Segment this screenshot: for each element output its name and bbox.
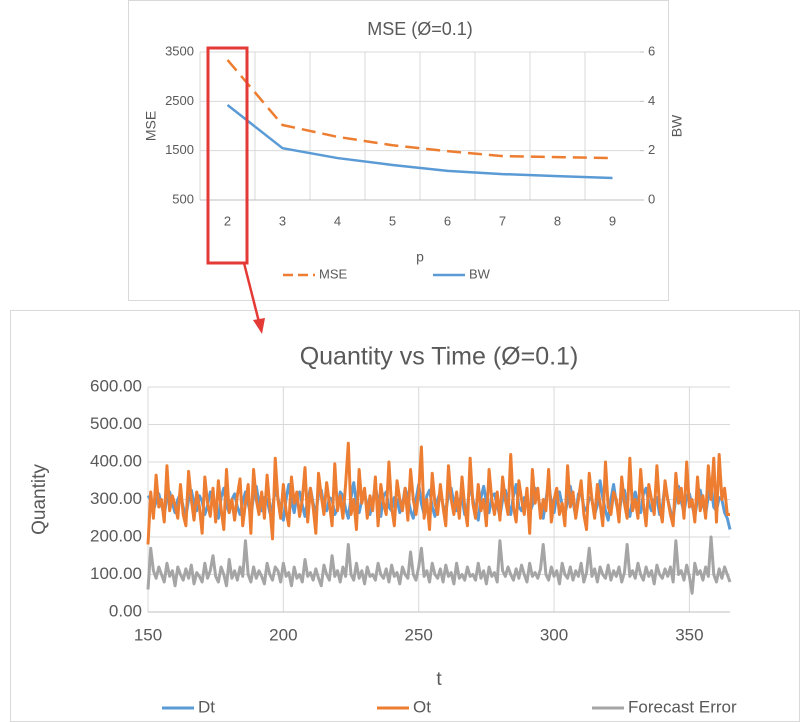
x-tick-label: 5: [389, 213, 396, 228]
x-axis-label: t: [436, 669, 442, 690]
y2-axis-label: BW: [669, 114, 685, 137]
arrow-head: [253, 318, 265, 334]
top-chart-frame: [128, 0, 669, 301]
y-tick-label: 500.00: [90, 414, 142, 433]
legend-label: Dt: [198, 697, 215, 716]
y-tick-label: 3500: [165, 43, 194, 58]
x-axis-label: p: [416, 249, 424, 265]
bottom-chart-frame: [10, 310, 800, 722]
x-tick-label: 2: [224, 213, 231, 228]
highlight-box: [206, 46, 249, 265]
x-tick-label: 7: [499, 213, 506, 228]
x-tick-label: 350: [675, 625, 703, 644]
y2-tick-label: 0: [648, 191, 655, 206]
y-axis-label: Quantity: [29, 464, 50, 535]
legend-label: MSE: [319, 266, 348, 281]
x-tick-label: 8: [554, 213, 561, 228]
y-tick-label: 2500: [165, 93, 194, 108]
y-tick-label: 300.00: [90, 489, 142, 508]
series-line: [226, 59, 613, 160]
chart-title: Quantity vs Time (Ø=0.1): [300, 343, 579, 371]
y-tick-label: 0.00: [109, 601, 142, 620]
x-tick-label: 150: [134, 625, 162, 644]
y2-tick-label: 6: [648, 43, 655, 58]
legend-label: Ot: [413, 697, 431, 716]
x-tick-label: 4: [334, 213, 341, 228]
legend-label: BW: [469, 266, 491, 281]
series-line: [226, 104, 613, 180]
charts: 2 3 4 5 6 7 8 9 500 1500 2500 3500 0 2 4 6 MSE (Ø=0.1) p M…: [29, 19, 737, 717]
y-tick-label: 400.00: [90, 451, 142, 470]
y-tick-label: 100.00: [90, 564, 142, 583]
x-tick-label: 9: [609, 213, 616, 228]
y-tick-label: 200.00: [90, 526, 142, 545]
x-tick-label: 200: [269, 625, 297, 644]
series-line: [146, 535, 732, 595]
y-tick-label: 1500: [165, 142, 194, 157]
y2-tick-label: 4: [648, 93, 655, 108]
x-tick-label: 6: [444, 213, 451, 228]
y2-tick-label: 2: [648, 142, 655, 157]
y-axis-label: MSE: [143, 111, 159, 141]
x-tick-label: 3: [279, 213, 286, 228]
x-tick-label: 300: [540, 625, 568, 644]
y-tick-label: 600.00: [90, 376, 142, 395]
x-tick-label: 250: [405, 625, 433, 644]
legend-label: Forecast Error: [628, 697, 737, 716]
chart-title: MSE (Ø=0.1): [367, 19, 473, 39]
highlight-arrow: [242, 262, 261, 323]
y-tick-label: 500: [172, 191, 194, 206]
series-line: [146, 441, 730, 545]
